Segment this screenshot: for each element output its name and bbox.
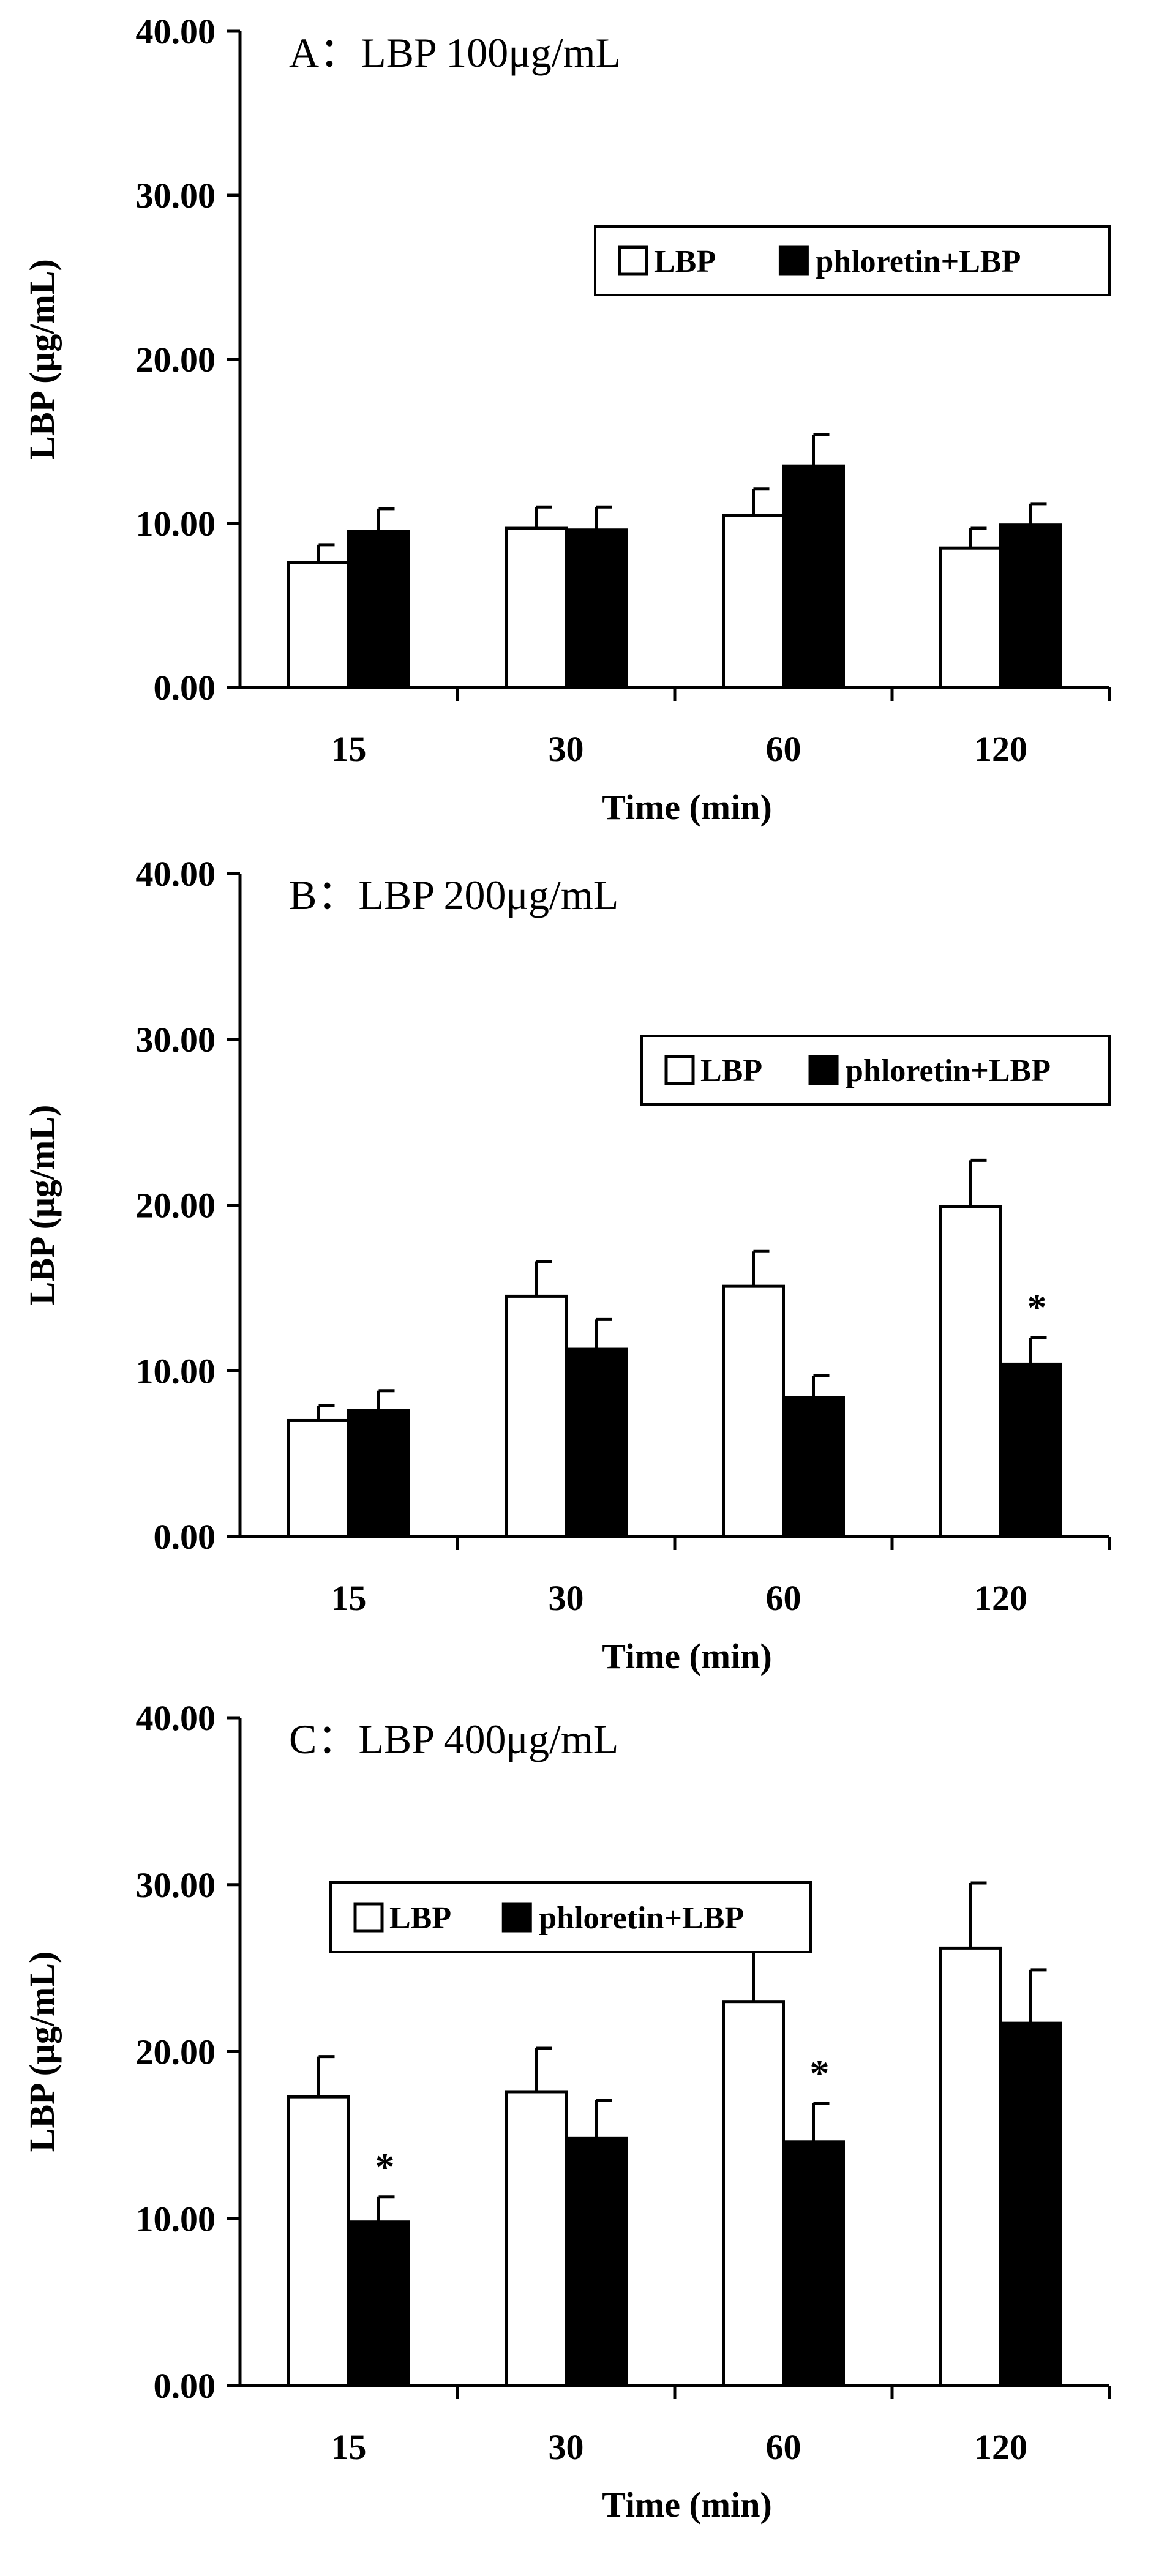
- x-tick-label: 60: [766, 1578, 801, 1618]
- bar-lbp: [287, 1418, 350, 1538]
- bar-phloretin-lbp: [999, 2021, 1062, 2387]
- legend-swatch-lbp: [353, 1902, 384, 1933]
- legend-box: [594, 225, 1111, 296]
- legend-swatch-phloretin-lbp: [501, 1902, 532, 1933]
- legend: LBP phloretin+LBP: [640, 1035, 1111, 1106]
- x-tick-label: 60: [766, 2427, 801, 2467]
- chart-title: B：LBP 200μg/mL: [289, 872, 618, 918]
- y-tick-label: 0.00: [154, 1517, 216, 1557]
- chart-panel-2: 0.00 10.00 20.00 30.00 40.00 LBP (μg/mL) 15 30 6…: [22, 854, 1111, 1676]
- y-tick-label: 0.00: [154, 668, 216, 708]
- y-tick-label: 10.00: [136, 1351, 216, 1391]
- legend-swatch-phloretin-lbp: [808, 1055, 839, 1085]
- bar-phloretin-lbp: [565, 528, 628, 689]
- bar-phloretin-lbp: [565, 2136, 628, 2387]
- bar-lbp: [287, 561, 350, 689]
- bar-phloretin-lbp: [347, 1409, 410, 1538]
- x-axis-label: Time (min): [602, 1636, 772, 1676]
- bar-lbp: [939, 1946, 1002, 2387]
- y-tick-label: 30.00: [136, 1020, 216, 1060]
- bar-phloretin-lbp: [565, 1347, 628, 1538]
- y-axis-label: LBP (μg/mL): [22, 259, 62, 460]
- legend-label-phloretin-lbp: phloretin+LBP: [816, 244, 1021, 279]
- legend: LBP phloretin+LBP: [329, 1881, 812, 1953]
- bar-lbp: [505, 526, 568, 689]
- x-tick-label: 15: [331, 2427, 367, 2467]
- y-tick-label: 30.00: [136, 176, 216, 215]
- x-tick-label: 30: [549, 729, 584, 769]
- x-tick-label: 15: [331, 1578, 367, 1618]
- y-tick-label: 40.00: [136, 1698, 216, 1738]
- legend-label-lbp: LBP: [389, 1901, 451, 1936]
- legend-box: [640, 1035, 1111, 1106]
- x-tick-label: 60: [766, 729, 801, 769]
- y-axis-label: LBP (μg/mL): [22, 1952, 62, 2152]
- bar-lbp: [287, 2095, 350, 2387]
- x-tick-label: 120: [974, 1578, 1027, 1618]
- bar-lbp: [722, 2000, 785, 2387]
- y-tick-label: 20.00: [136, 340, 216, 380]
- y-tick-label: 30.00: [136, 1865, 216, 1905]
- legend-label-lbp: LBP: [654, 244, 716, 279]
- legend-swatch-lbp: [664, 1055, 695, 1085]
- y-tick-label: 10.00: [136, 504, 216, 544]
- x-tick-label: 30: [549, 2427, 584, 2467]
- y-tick-label: 40.00: [136, 12, 216, 51]
- bar-phloretin-lbp: [999, 1362, 1062, 1538]
- legend: LBP phloretin+LBP: [594, 225, 1111, 296]
- significance-asterisk: *: [375, 2145, 395, 2188]
- bar-lbp: [939, 1205, 1002, 1538]
- x-tick-label: 15: [331, 729, 367, 769]
- chart-panel-1: 0.00 10.00 20.00 30.00 40.00 LBP (μg/mL) 15 30 6…: [22, 12, 1111, 827]
- x-axis-label: Time (min): [602, 787, 772, 827]
- y-tick-label: 0.00: [154, 2366, 216, 2406]
- bar-phloretin-lbp: [782, 464, 845, 689]
- y-tick-label: 20.00: [136, 2032, 216, 2072]
- bar-phloretin-lbp: [782, 2140, 845, 2387]
- x-tick-label: 120: [974, 2427, 1027, 2467]
- significance-asterisk: *: [1027, 1286, 1047, 1329]
- y-tick-label: 20.00: [136, 1186, 216, 1226]
- x-tick-label: 120: [974, 729, 1027, 769]
- chart-title: A：LBP 100μg/mL: [289, 29, 621, 76]
- legend-box: [329, 1881, 812, 1953]
- bar-phloretin-lbp: [347, 530, 410, 689]
- legend-swatch-lbp: [618, 245, 648, 276]
- chart-title: C：LBP 400μg/mL: [289, 1716, 618, 1762]
- bar-phloretin-lbp: [782, 1396, 845, 1538]
- bar-lbp: [722, 514, 785, 689]
- x-tick-label: 30: [549, 1578, 584, 1618]
- significance-asterisk: *: [810, 2051, 830, 2095]
- bar-lbp: [722, 1284, 785, 1538]
- bar-lbp: [505, 1294, 568, 1538]
- bar-lbp: [939, 546, 1002, 689]
- y-axis-label: LBP (μg/mL): [22, 1105, 62, 1306]
- bar-phloretin-lbp: [999, 523, 1062, 689]
- chart-panel-3: 0.00 10.00 20.00 30.00 40.00 LBP (μg/mL) 15 * 30…: [22, 1698, 1111, 2525]
- y-tick-label: 10.00: [136, 2199, 216, 2239]
- legend-swatch-phloretin-lbp: [778, 245, 809, 276]
- legend-label-lbp: LBP: [700, 1054, 762, 1088]
- x-axis-label: Time (min): [602, 2485, 772, 2525]
- bar-lbp: [505, 2090, 568, 2387]
- bar-phloretin-lbp: [347, 2220, 410, 2387]
- y-tick-label: 40.00: [136, 854, 216, 894]
- legend-label-phloretin-lbp: phloretin+LBP: [539, 1901, 744, 1936]
- legend-label-phloretin-lbp: phloretin+LBP: [846, 1054, 1051, 1088]
